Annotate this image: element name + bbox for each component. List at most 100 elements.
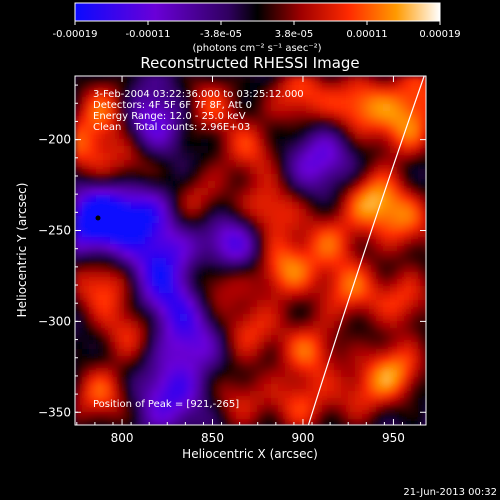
heatmap-cell: [369, 132, 377, 140]
heatmap-cell: [397, 307, 405, 315]
heatmap-cell: [411, 342, 419, 350]
heatmap-cell: [131, 321, 139, 329]
heatmap-cell: [110, 118, 118, 126]
heatmap-cell: [299, 251, 307, 259]
heatmap-cell: [313, 90, 321, 98]
heatmap-cell: [411, 370, 419, 378]
heatmap-cell: [236, 342, 244, 350]
heatmap-cell: [355, 202, 363, 210]
heatmap-cell: [250, 300, 258, 308]
heatmap-cell: [418, 293, 426, 301]
heatmap-cell: [320, 363, 328, 371]
heatmap-cell: [194, 293, 202, 301]
heatmap-cell: [103, 118, 111, 126]
heatmap-cell: [194, 125, 202, 133]
heatmap-cell: [362, 139, 370, 147]
heatmap-cell: [250, 307, 258, 315]
heatmap-cell: [96, 293, 104, 301]
heatmap-cell: [320, 265, 328, 273]
heatmap-cell: [124, 300, 132, 308]
heatmap-cell: [271, 160, 279, 168]
heatmap-cell: [250, 188, 258, 196]
heatmap-cell: [355, 83, 363, 91]
heatmap-cell: [327, 209, 335, 217]
heatmap-cell: [285, 160, 293, 168]
colorbar-tick-label: 3.8e-05: [275, 29, 313, 40]
heatmap-cell: [250, 286, 258, 294]
heatmap-cell: [173, 251, 181, 259]
heatmap-cell: [229, 76, 237, 84]
heatmap-cell: [201, 76, 209, 84]
heatmap-cell: [180, 370, 188, 378]
heatmap-cell: [320, 97, 328, 105]
heatmap-cell: [271, 314, 279, 322]
heatmap-cell: [306, 377, 314, 385]
heatmap-cell: [194, 160, 202, 168]
heatmap-cell: [159, 181, 167, 189]
heatmap-cell: [215, 293, 223, 301]
heatmap-cell: [124, 398, 132, 406]
heatmap-cell: [145, 265, 153, 273]
heatmap-cell: [327, 76, 335, 84]
heatmap-cell: [411, 412, 419, 420]
heatmap-cell: [397, 412, 405, 420]
heatmap-cell: [131, 139, 139, 147]
heatmap-cell: [411, 356, 419, 364]
heatmap-cell: [299, 195, 307, 203]
heatmap-cell: [75, 132, 83, 140]
heatmap-cell: [152, 370, 160, 378]
heatmap-cell: [131, 230, 139, 238]
heatmap-cell: [222, 363, 230, 371]
heatmap-cell: [327, 146, 335, 154]
heatmap-cell: [362, 174, 370, 182]
heatmap-cell: [278, 160, 286, 168]
heatmap-cell: [229, 146, 237, 154]
heatmap-cell: [278, 377, 286, 385]
heatmap-cell: [355, 328, 363, 336]
heatmap-cell: [131, 384, 139, 392]
heatmap-cell: [348, 300, 356, 308]
heatmap-cell: [222, 398, 230, 406]
heatmap-cell: [292, 237, 300, 245]
heatmap-cell: [166, 167, 174, 175]
heatmap-cell: [257, 258, 265, 266]
heatmap-cell: [173, 167, 181, 175]
heatmap-cell: [75, 328, 83, 336]
heatmap-cell: [208, 314, 216, 322]
heatmap-cell: [418, 174, 426, 182]
heatmap-cell: [110, 202, 118, 210]
heatmap-cell: [173, 377, 181, 385]
heatmap-cell: [208, 363, 216, 371]
heatmap-cell: [243, 146, 251, 154]
heatmap-cell: [75, 181, 83, 189]
heatmap-cell: [89, 188, 97, 196]
heatmap-cell: [229, 335, 237, 343]
heatmap-cell: [229, 174, 237, 182]
heatmap-cell: [418, 265, 426, 273]
heatmap-cell: [355, 279, 363, 287]
heatmap-cell: [194, 405, 202, 413]
heatmap-cell: [285, 83, 293, 91]
heatmap-cell: [180, 195, 188, 203]
heatmap-cell: [271, 251, 279, 259]
heatmap-cell: [285, 307, 293, 315]
heatmap-cell: [397, 237, 405, 245]
heatmap-cell: [278, 419, 286, 425]
heatmap-cell: [250, 76, 258, 84]
heatmap-cell: [124, 90, 132, 98]
heatmap-cell: [110, 230, 118, 238]
heatmap-cell: [397, 384, 405, 392]
heatmap-cell: [306, 202, 314, 210]
heatmap-cell: [229, 209, 237, 217]
heatmap-cell: [411, 104, 419, 112]
heatmap-cell: [355, 76, 363, 84]
heatmap-cell: [313, 104, 321, 112]
heatmap-cell: [117, 328, 125, 336]
heatmap-cell: [180, 251, 188, 259]
heatmap-cell: [215, 349, 223, 357]
heatmap-cell: [355, 321, 363, 329]
heatmap-cell: [306, 384, 314, 392]
heatmap-cell: [334, 76, 342, 84]
heatmap-cell: [215, 328, 223, 336]
heatmap-cell: [278, 195, 286, 203]
